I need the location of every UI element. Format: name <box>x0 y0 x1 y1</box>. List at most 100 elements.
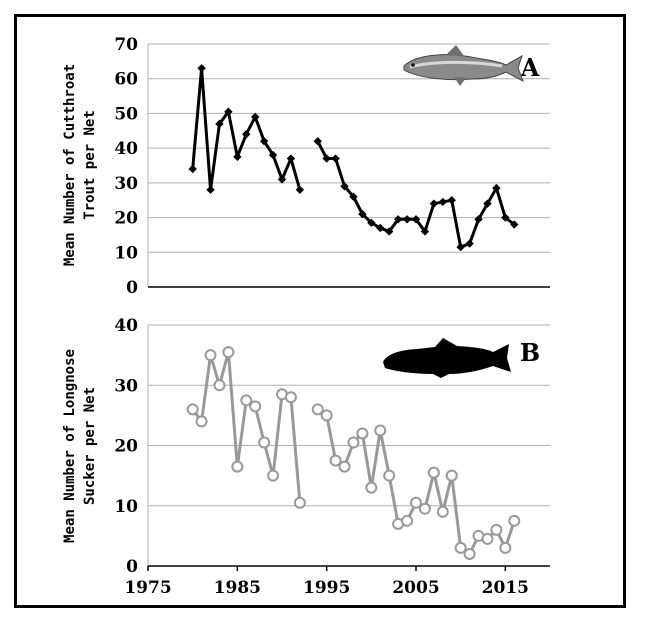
data-point <box>268 150 278 160</box>
data-point <box>188 164 197 174</box>
data-point <box>402 215 412 224</box>
data-point <box>215 119 224 129</box>
x-tick-label: 1985 <box>214 578 261 598</box>
trout-icon <box>403 45 524 86</box>
data-point <box>186 403 199 416</box>
data-point <box>367 218 376 227</box>
trout-body <box>403 54 524 83</box>
data-point <box>411 215 421 224</box>
longnose-sucker-icon <box>383 338 511 378</box>
data-point <box>242 130 251 139</box>
y-tick-label: 20 <box>114 209 138 229</box>
x-tick-label: 1995 <box>303 578 350 598</box>
data-point <box>249 400 262 413</box>
y-axis-label-line: Mean Number of Longnose <box>62 349 78 543</box>
data-point <box>224 107 233 116</box>
data-point <box>251 112 260 122</box>
data-point <box>356 427 369 440</box>
data-point <box>258 436 271 449</box>
y-tick-label: 70 <box>114 35 138 55</box>
chart-panel-a: 0 10 20 30 40 50 60 70 Mean Number of Cutthroat T… <box>62 35 550 298</box>
trout-eye <box>411 63 415 67</box>
data-point <box>465 239 474 248</box>
data-point <box>206 185 215 194</box>
series-line-segment <box>191 66 302 192</box>
data-point <box>429 199 439 208</box>
data-point <box>259 137 269 146</box>
y-tick-label: 40 <box>114 316 138 336</box>
data-point <box>197 64 206 73</box>
data-point <box>284 391 297 404</box>
data-point <box>481 532 494 545</box>
data-point <box>374 424 387 437</box>
y-axis-label-line: Mean Number of Cutthroat <box>62 64 78 266</box>
data-point <box>383 469 396 482</box>
y-axis-label-line: Trout per Net <box>82 110 98 220</box>
data-point <box>231 460 244 473</box>
series-line-segment <box>316 140 516 249</box>
data-point <box>410 496 422 509</box>
sucker-body <box>383 338 511 378</box>
data-point <box>490 523 503 536</box>
data-point <box>293 496 306 509</box>
data-point <box>401 514 414 527</box>
x-tick-label: 2015 <box>482 578 529 598</box>
data-point <box>436 505 449 518</box>
y-tick-label: 60 <box>114 70 138 90</box>
y-tick-label: 30 <box>114 174 138 194</box>
data-point <box>204 349 217 362</box>
data-point <box>195 415 208 428</box>
data-point <box>267 469 280 482</box>
series-line-segment <box>191 350 302 503</box>
data-point <box>311 403 324 416</box>
y-tick-label: 50 <box>114 104 138 124</box>
data-point <box>329 454 342 467</box>
x-tick-label: 1975 <box>124 578 171 598</box>
data-point <box>240 394 253 407</box>
data-point <box>454 541 467 554</box>
data-point <box>376 223 385 233</box>
data-point <box>438 197 447 207</box>
chart-panel-b: 0 10 20 30 40 1975 1985 1995 2005 2015 Mean Number… <box>62 316 550 598</box>
data-point <box>222 346 235 359</box>
panel-label: A <box>520 53 540 82</box>
data-point <box>277 175 287 184</box>
data-point <box>508 514 521 527</box>
data-point <box>340 182 349 191</box>
data-point <box>418 502 431 515</box>
y-tick-label: 10 <box>114 243 138 263</box>
trout-stripe <box>409 60 503 69</box>
y-tick-label: 40 <box>114 139 138 159</box>
data-point <box>331 154 340 163</box>
data-point <box>393 215 403 224</box>
data-point <box>445 469 458 482</box>
data-point <box>349 192 358 201</box>
trout-ventral-fin <box>454 77 466 86</box>
y-axis-label: Mean Number of Cutthroat Trout per Net <box>62 64 98 266</box>
data-point <box>320 409 333 422</box>
data-point <box>501 213 510 222</box>
y-tick-label: 30 <box>114 376 138 396</box>
data-point <box>338 460 351 473</box>
y-tick-label: 0 <box>126 278 138 298</box>
y-tick-label: 10 <box>114 497 138 517</box>
data-point <box>463 547 476 560</box>
data-point <box>313 137 322 146</box>
y-tick-label: 0 <box>126 557 138 577</box>
data-point <box>492 183 501 193</box>
data-point <box>347 436 360 449</box>
data-point <box>420 227 430 236</box>
data-point <box>499 541 512 554</box>
trout-dorsal-fin <box>446 45 464 56</box>
data-point <box>474 215 483 224</box>
data-point <box>447 196 456 205</box>
data-point <box>295 185 305 194</box>
y-axis-label: Mean Number of Longnose Sucker per Net <box>62 349 98 543</box>
data-point <box>385 227 394 236</box>
data-point <box>358 209 367 219</box>
y-axis-label-line: Sucker per Net <box>82 387 98 505</box>
y-tick-label: 20 <box>114 437 138 457</box>
data-point <box>365 481 378 494</box>
data-point <box>286 154 296 163</box>
